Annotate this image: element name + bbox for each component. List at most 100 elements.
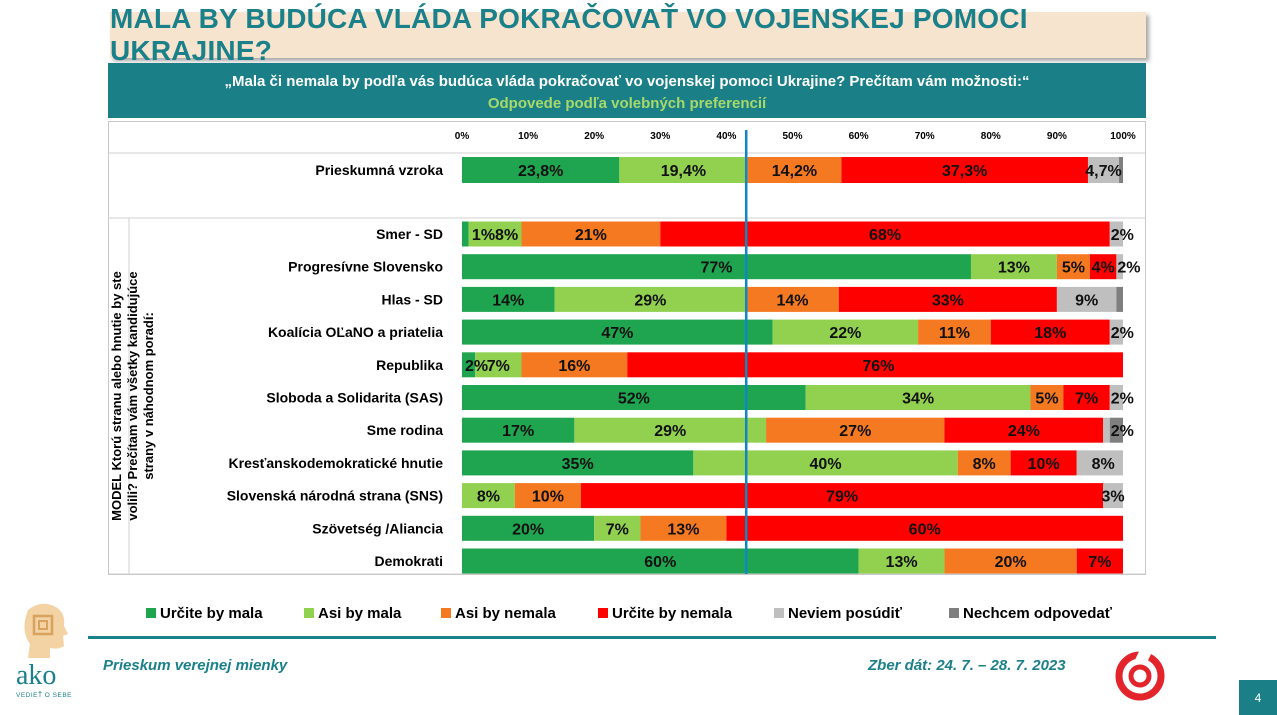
legend-label: Určite by nemala [612,605,733,622]
bar-segment [619,157,748,183]
y-axis-label-line: volili? Prečítam vám všetky kandidujúce [125,271,140,520]
data-label: 20% [995,554,1027,571]
category-label: Sme rodina [367,422,443,438]
bar-segment [1063,385,1110,410]
bar-segment [805,385,1031,410]
data-label: 34% [902,391,934,408]
x-tick-label: 100% [1110,131,1136,142]
category-label: Slovenská národná strana (SNS) [227,488,443,504]
data-label: 14,2% [772,163,817,180]
bar-segment [462,221,469,247]
bar-segment [468,221,522,247]
legend-swatch [949,608,959,618]
data-label: 2% [1111,227,1134,244]
data-label: 1%8% [472,227,518,244]
stacked-bar-chart: 0% 10% 20% 30% 40% 50% 60% 70% 80% 90% 100% MODEL K… [109,130,1145,574]
bar-segment [521,352,628,378]
question-banner: „Mala či nemala by podľa vás budúca vlád… [108,63,1146,118]
chart-legend: Určite by mala Asi by mala Asi by nemala Ur… [146,605,1113,622]
category-label: Progresívne Slovensko [288,259,443,275]
bar-segment [944,417,1104,443]
data-label: 77% [700,260,732,277]
data-label: 14% [492,292,524,309]
data-label: 79% [826,489,858,506]
data-label: 10% [532,489,564,506]
bar-segment [1089,254,1117,280]
data-label: 5% [1062,260,1085,277]
category-label: Demokrati [375,553,443,569]
legend-label: Nechcem odpovedať [963,605,1113,622]
bar-segment [858,548,945,574]
category-label: Sloboda a Solidarita (SAS) [266,390,443,406]
bar-segment [944,548,1077,574]
footer-divider [88,636,1216,639]
bar-segment [1109,385,1123,410]
data-label: 23,8% [518,163,563,180]
legend-label: Asi by mala [318,605,402,622]
category-label: Smer - SD [376,226,443,242]
data-label: 60% [909,521,941,538]
chart-frame: 0% 10% 20% 30% 40% 50% 60% 70% 80% 90% 100% MODEL K… [108,121,1146,575]
bar-segment [554,286,747,312]
data-label: 7% [1075,391,1098,408]
bar-segment [1116,254,1123,280]
bar-segment [514,483,581,509]
category-label: Hlas - SD [382,291,443,307]
x-tick-label: 80% [981,131,1001,142]
bar-segment [627,352,1123,378]
data-label: 76% [862,358,894,375]
x-tick-label: 90% [1047,131,1067,142]
data-label: 2% [1111,423,1134,440]
bar-segment [462,254,971,280]
footer-source: Prieskum verejnej mienky [103,657,288,674]
title-banner: MALA BY BUDÚCA VLÁDA POKRAČOVAŤ VO VOJEN… [110,3,1146,66]
survey-question: „Mala či nemala by podľa vás budúca vlád… [224,73,1030,90]
bar-segment [747,157,842,183]
bar-segment [594,515,641,541]
legend-swatch [441,608,451,618]
bar-segment [1109,319,1123,345]
data-label: 5% [1035,391,1058,408]
legend-swatch [304,608,314,618]
data-label: 8% [1092,456,1115,473]
data-label: 60% [644,554,676,571]
legend-label: Asi by nemala [455,605,557,622]
data-label: 13% [998,260,1030,277]
data-label: 16% [558,358,590,375]
y-axis-label: MODEL Ktorú stranu alebo hnutie by stevo… [109,271,156,521]
data-label: 2% [465,358,488,375]
x-tick-label: 10% [518,131,538,142]
category-label: Republika [376,357,443,373]
data-label: 7% [606,521,629,538]
data-label: 7% [1088,554,1111,571]
bar-segment [580,483,1104,509]
y-axis-label-line: strany v náhodnom poradí: [141,312,156,480]
bar-segment [462,515,595,541]
data-label: 29% [634,292,666,309]
legend-swatch [774,608,784,618]
bar-segment [841,157,1088,183]
category-label: Szövetség /Aliancia [312,520,443,536]
x-tick-label: 0% [455,131,470,142]
bar-segment [462,352,476,378]
bar-segment [462,157,620,183]
bar-segment [766,417,945,443]
bar-segment [1116,286,1123,312]
x-tick-label: 70% [915,131,935,142]
data-label: 13% [886,554,918,571]
bar-segment [990,319,1110,345]
legend-swatch [598,608,608,618]
data-label: 8% [973,456,996,473]
bar-segment [1076,548,1123,574]
data-label: 8% [477,489,500,506]
logo-tagline: VEDIEŤ O SEBE [16,690,72,699]
legend-label: Určite by mala [160,605,263,622]
x-tick-label: 30% [650,131,670,142]
data-label: 20% [512,521,544,538]
page-title: MALA BY BUDÚCA VLÁDA POKRAČOVAŤ VO VOJEN… [110,3,1028,66]
bar-segment [1010,450,1077,476]
data-label: 2% [1111,391,1134,408]
bar-segment [726,515,1123,541]
bar-segment [462,548,859,574]
bar-segment [1109,417,1123,443]
